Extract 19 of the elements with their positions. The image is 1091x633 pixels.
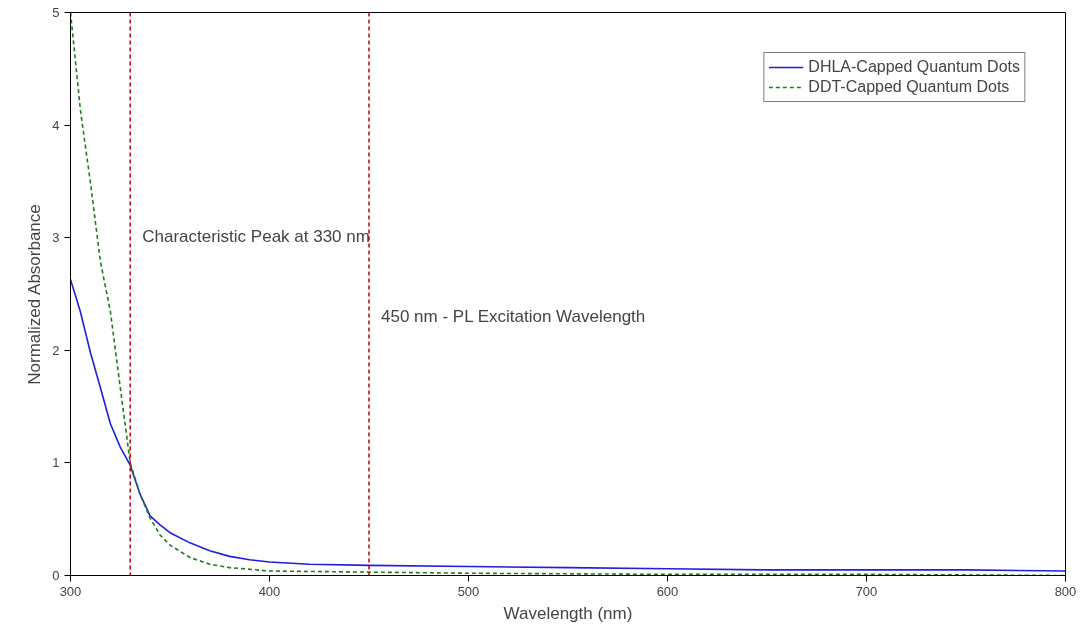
x-tick-label: 800 [1054,583,1077,599]
y-tick-label: 1 [52,455,60,471]
y-tick-label: 5 [52,5,60,20]
y-tick-label: 2 [52,342,60,358]
ref-line-label: Characteristic Peak at 330 nm [142,226,370,246]
y-tick-label: 0 [52,568,60,583]
x-axis-title: Wavelength (nm) [503,603,633,623]
x-tick-label: 300 [59,583,82,599]
legend-label: DHLA-Capped Quantum Dots [808,58,1020,76]
ref-line-label: 450 nm - PL Excitation Wavelength [381,306,646,326]
y-tick-label: 4 [52,117,60,133]
x-tick-label: 700 [855,583,878,599]
line-series [70,278,1066,572]
x-tick-label: 500 [457,583,480,599]
legend-label: DDT-Capped Quantum Dots [808,78,1010,96]
y-tick-label: 3 [52,230,60,246]
y-axis-title: Normalized Absorbance [25,204,45,385]
x-tick-label: 600 [656,583,679,599]
x-tick-label: 400 [258,583,281,599]
